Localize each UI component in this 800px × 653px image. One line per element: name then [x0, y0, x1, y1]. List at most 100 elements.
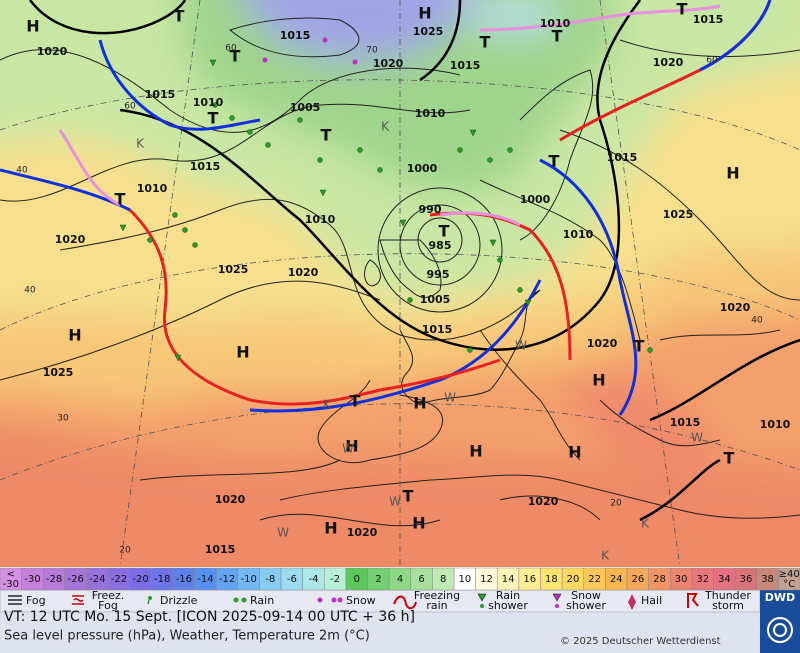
copyright: © 2025 Deutscher Wetterdienst [560, 636, 721, 647]
pressure-label: 1015 [670, 416, 701, 429]
pressure-system-label: H [418, 4, 431, 23]
colorbar-label: 4 [397, 574, 403, 585]
latitude-label: 60 [225, 44, 237, 54]
pressure-system-label: H [236, 343, 249, 362]
latitude-label: 40 [16, 166, 28, 176]
colorbar-label: 2 [375, 574, 381, 585]
colorbar-label: 18 [545, 574, 558, 585]
pressure-system-label: H [726, 164, 739, 183]
pressure-system-label: H [324, 519, 337, 538]
pressure-label: 1000 [520, 193, 551, 206]
pressure-system-label: T [403, 487, 414, 506]
legend-label-line: shower [566, 599, 606, 612]
rain-symbols [119, 59, 653, 362]
legend-label-line: rain [426, 599, 447, 612]
colorbar-label: -4 [309, 574, 319, 585]
colorbar-label: -28 [46, 574, 62, 585]
legend-label: Freez. Fog [92, 589, 125, 612]
pressure-label: 1005 [420, 293, 451, 306]
pressure-label: 1025 [663, 208, 694, 221]
pressure-label: 1015 [280, 29, 311, 42]
pressure-label: 1010 [540, 17, 571, 30]
pressure-label: 1015 [145, 88, 176, 101]
dwd-logo-mark [767, 617, 793, 643]
pressure-label: 1025 [218, 263, 249, 276]
legend-label-line: Thunder [704, 589, 751, 602]
pressure-system-label: H [592, 371, 605, 390]
pressure-system-label: T [321, 126, 332, 145]
pressure-label: 1020 [37, 45, 68, 58]
colorbar-label: -12 [219, 574, 235, 585]
colorbar-label: < [7, 569, 15, 580]
pressure-system-label: W [277, 526, 289, 540]
pressure-label: 1000 [407, 162, 438, 175]
pressure-system-label: T [552, 27, 563, 46]
pressure-label: 1010 [563, 228, 594, 241]
colorbar-label: °C [783, 579, 795, 590]
latitude-label: 40 [751, 316, 763, 326]
legend-label: Fog [26, 594, 46, 607]
pressure-label: 1020 [587, 337, 618, 350]
colorbar-label: 0 [354, 574, 360, 585]
pressure-system-label: T [208, 109, 219, 128]
colorbar-label: 34 [718, 574, 731, 585]
pressure-label: 1005 [290, 101, 321, 114]
pressure-system-label: W [515, 339, 527, 353]
latitude-label: 40 [24, 286, 36, 296]
legend-label-line: Rain [496, 589, 520, 602]
legend-label: Hail [641, 594, 662, 607]
legend-label: Rain shower [488, 589, 528, 612]
pressure-system-label: K [136, 137, 145, 151]
pressure-system-label: T [549, 152, 560, 171]
pressure-label: 1020 [55, 233, 86, 246]
colorbar-label: -20 [132, 574, 148, 585]
pressure-system-label: H [68, 326, 81, 345]
pressure-label: 1020 [653, 56, 684, 69]
pressure-label: 1015 [450, 59, 481, 72]
colorbar-label: -24 [89, 574, 105, 585]
pressure-system-label: T [439, 222, 450, 241]
map-labels: 1020 1015 1025 1010 1015 1020 1015 1020 1015 1010… [16, 0, 790, 563]
pressure-label: 995 [427, 268, 450, 281]
pressure-label: 1015 [422, 323, 453, 336]
fronts [0, 0, 772, 416]
pressure-system-label: K [641, 517, 650, 531]
colorbar-label: 14 [502, 574, 515, 585]
latitude-label: 30 [57, 414, 69, 424]
valid-time: VT: 12 UTC Mo. 15 Sept. [ICON 2025-09-14… [4, 609, 415, 625]
colorbar-label: ≥40 [779, 569, 800, 580]
colorbar-label: 12 [480, 574, 493, 585]
pressure-system-label: K [601, 549, 610, 563]
legend-label: Thunder storm [704, 589, 751, 612]
colorbar-label: -26 [68, 574, 84, 585]
snow-symbols [262, 37, 358, 65]
pressure-system-label: H [568, 443, 581, 462]
colorbar-label: -16 [176, 574, 192, 585]
latitude-label: 20 [610, 499, 622, 509]
legend-label-line: Snow [571, 589, 601, 602]
pressure-label: 1015 [190, 160, 221, 173]
pressure-system-label: H [345, 437, 358, 456]
colorbar-label: 24 [610, 574, 623, 585]
thick-isobars [29, 0, 800, 522]
legend-label: Snow shower [566, 589, 606, 612]
pressure-system-label: T [174, 7, 185, 26]
pressure-system-label: T [350, 392, 361, 411]
legend-label-line: Freezing [414, 589, 460, 602]
pressure-label: 1015 [693, 13, 724, 26]
colorbar-label: -30 [3, 579, 19, 590]
colorbar-label: -14 [197, 574, 213, 585]
pressure-label: 1025 [43, 366, 74, 379]
pressure-label: 1015 [205, 543, 236, 556]
pressure-label: 1020 [720, 301, 751, 314]
pressure-label: 1025 [413, 25, 444, 38]
legend-label: Snow [346, 594, 376, 607]
latitude-label: 60 [124, 102, 136, 112]
legend-label-line: Freez. [92, 589, 125, 602]
colorbar-label: 28 [653, 574, 666, 585]
colorbar-label: -10 [240, 574, 256, 585]
graticule [0, 0, 800, 567]
pressure-label: 1010 [193, 96, 224, 109]
legend-label: Freezing rain [414, 589, 460, 612]
